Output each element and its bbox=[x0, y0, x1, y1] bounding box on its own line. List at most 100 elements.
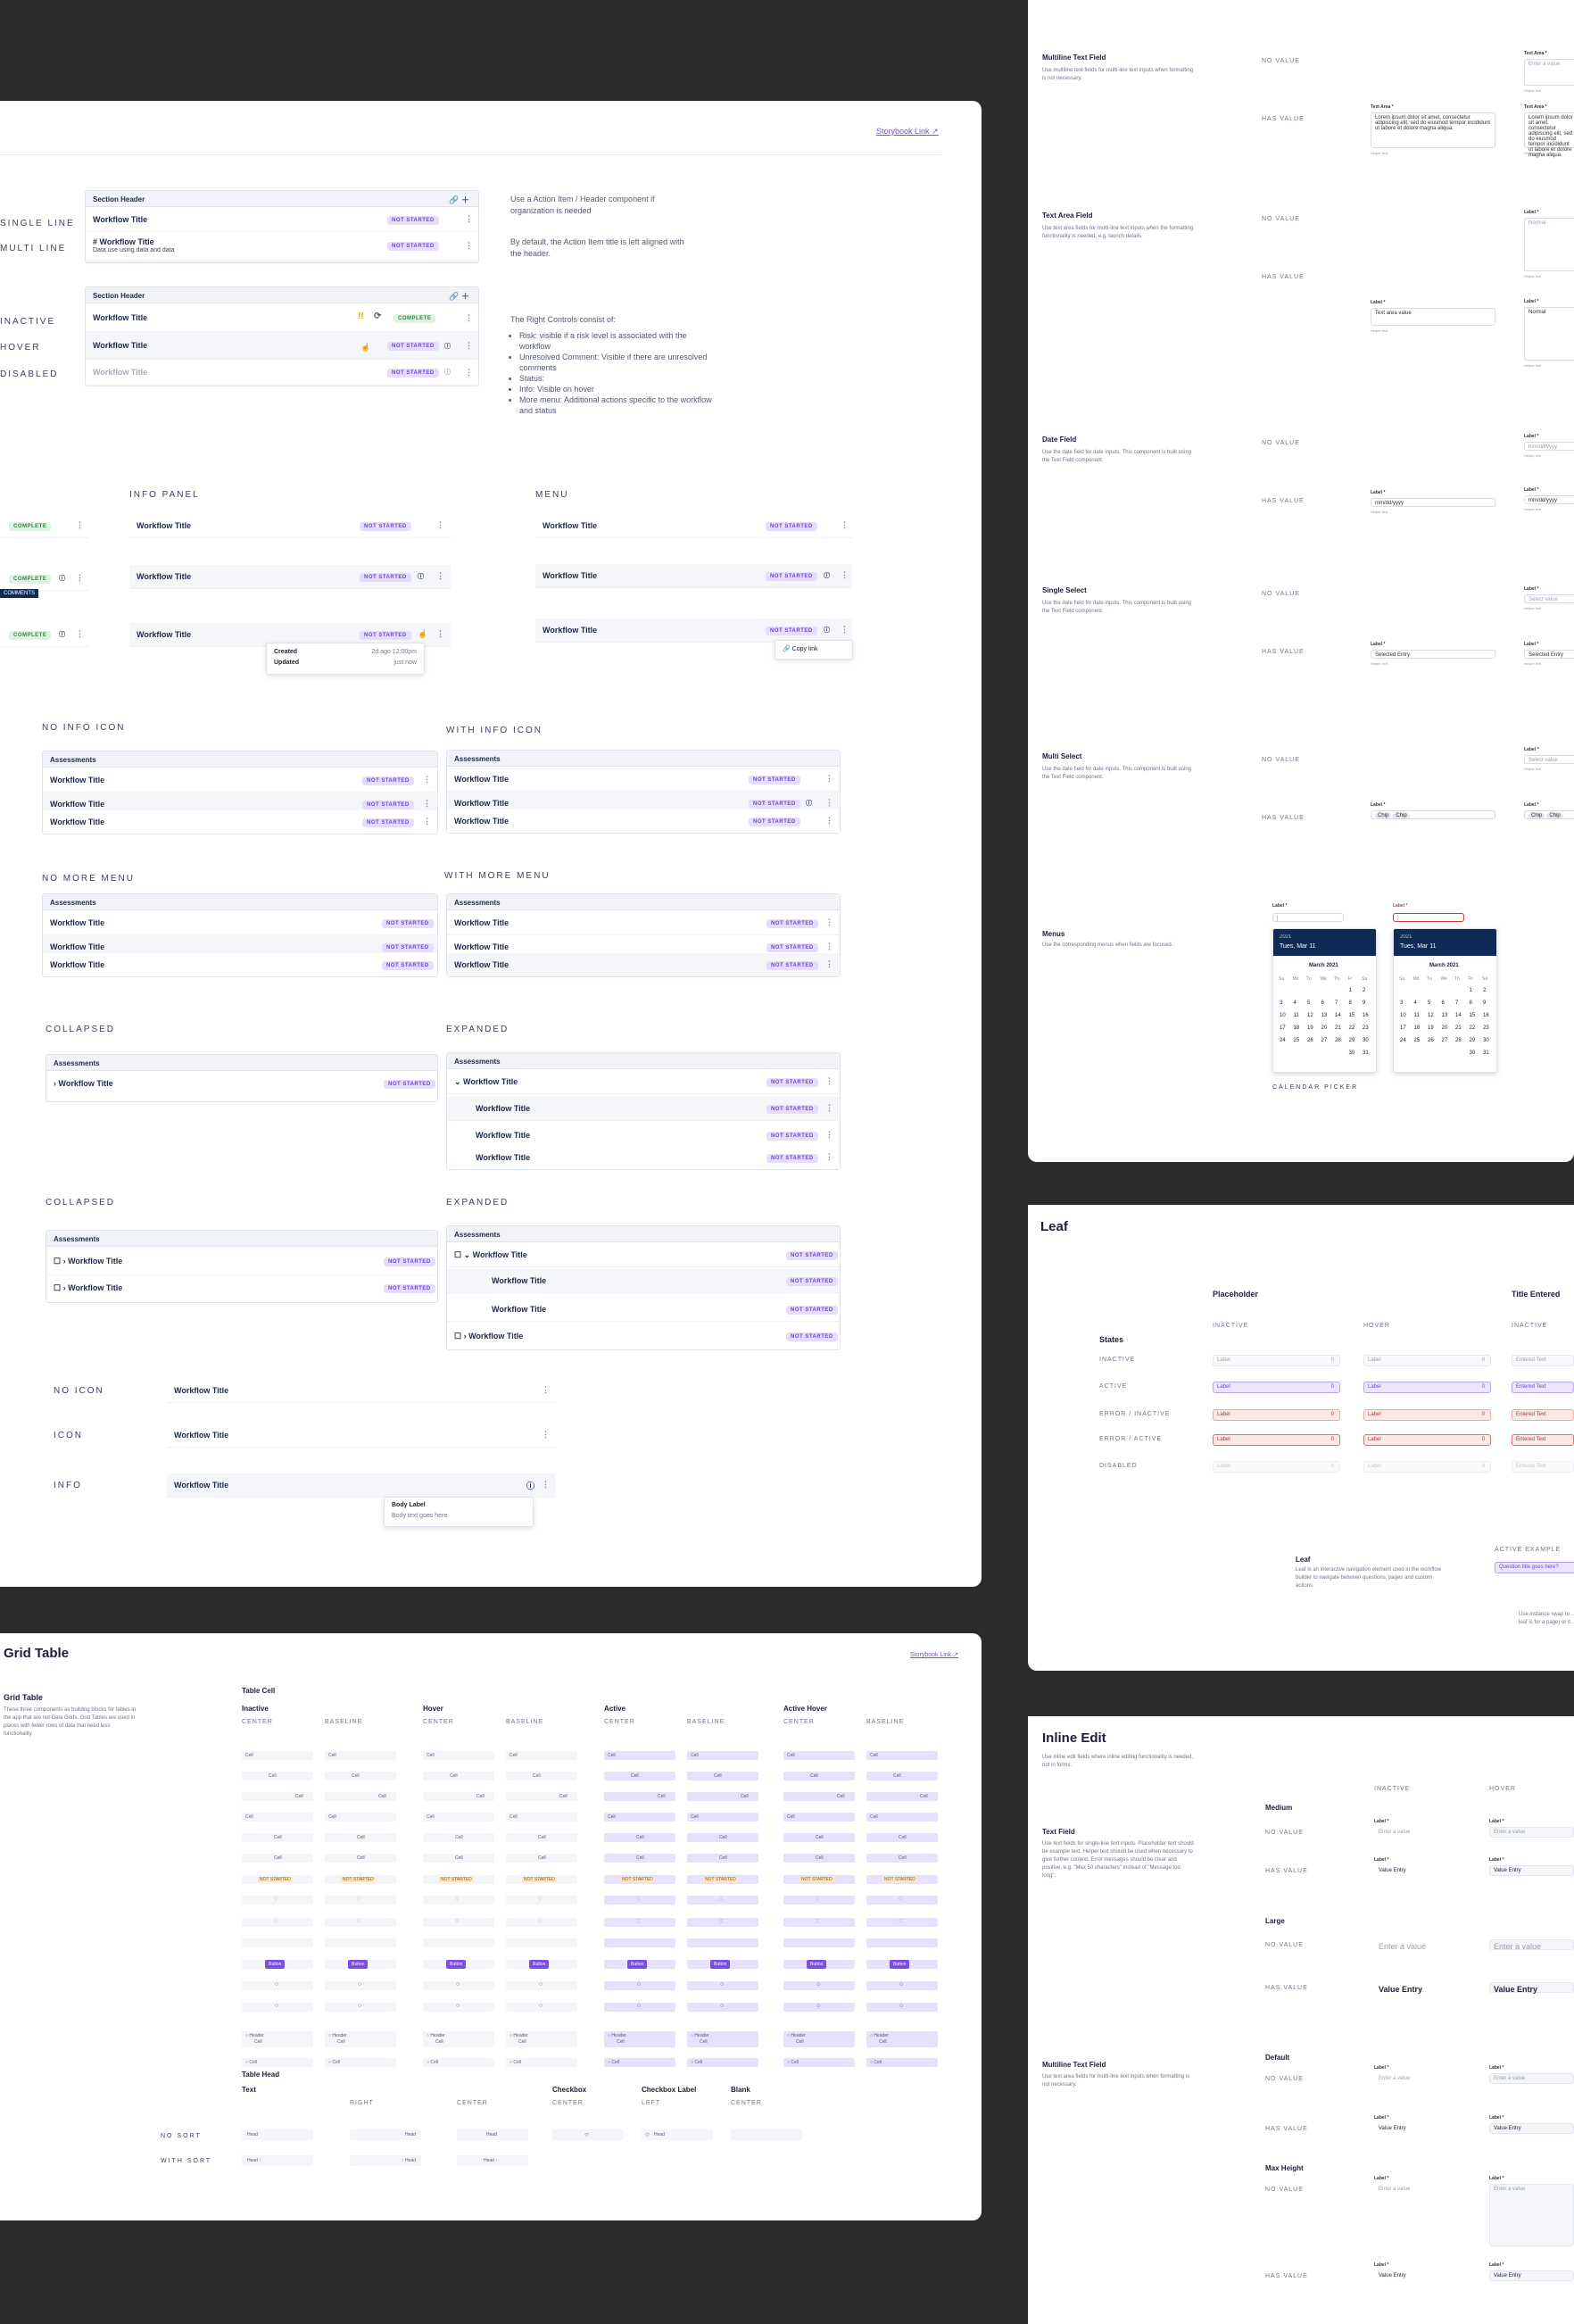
grid-cell[interactable]: Cell bbox=[866, 1792, 938, 1801]
grid-button[interactable]: Button bbox=[265, 1960, 286, 1969]
more-icon[interactable]: ⋮ bbox=[465, 241, 473, 250]
grid-cell[interactable]: Cell bbox=[506, 1854, 577, 1863]
grid-cell[interactable] bbox=[604, 1938, 675, 1947]
grid-cell[interactable]: NOT STARTED bbox=[325, 1875, 396, 1884]
grid-cell[interactable]: Cell bbox=[783, 1751, 855, 1760]
more-icon[interactable]: ⋮ bbox=[825, 1076, 833, 1085]
grid-button[interactable]: Button bbox=[446, 1960, 467, 1969]
grid-cell[interactable]: Cell bbox=[506, 1751, 577, 1760]
grid-cell[interactable]: Cell bbox=[604, 1854, 675, 1863]
calendar-day[interactable]: 29 bbox=[1348, 1038, 1355, 1043]
date-field-filled[interactable]: mm/dd/yyyy bbox=[1524, 495, 1574, 504]
calendar-day[interactable]: 22 bbox=[1469, 1025, 1476, 1031]
workflow-row[interactable]: ☐ › Workflow Title NOT STARTED bbox=[46, 1275, 437, 1300]
grid-cell[interactable]: Cell bbox=[866, 1813, 938, 1822]
grid-cell[interactable] bbox=[506, 1938, 577, 1947]
workflow-row-inactive[interactable]: Workflow Title!! ⟳ COMPLETE ⋮ bbox=[86, 304, 478, 332]
workflow-row[interactable]: Workflow Title NOT STARTED ⋮ bbox=[447, 1097, 840, 1121]
calendar-day[interactable]: 12 bbox=[1428, 1013, 1434, 1018]
grid-cell[interactable]: Cell bbox=[423, 1792, 494, 1801]
grid-cell[interactable]: Cell bbox=[242, 1772, 313, 1780]
calendar-day[interactable]: 9 bbox=[1483, 1000, 1487, 1006]
inline-edit-field[interactable]: Value Entry bbox=[1374, 2270, 1472, 2281]
more-icon[interactable]: ⋮ bbox=[542, 1385, 550, 1394]
grid-cell[interactable]: ◌ bbox=[325, 1896, 396, 1905]
workflow-row[interactable]: Workflow Title NOT STARTED ⋮ bbox=[447, 1124, 840, 1148]
checkbox-icon[interactable]: ○ bbox=[358, 1981, 362, 1988]
calendar-day[interactable]: 19 bbox=[1307, 1025, 1313, 1031]
grid-cell[interactable]: ○ bbox=[783, 2003, 855, 2012]
more-icon[interactable]: ⋮ bbox=[841, 625, 849, 634]
calendar-day[interactable]: 14 bbox=[1455, 1013, 1462, 1018]
calendar-day[interactable]: 27 bbox=[1441, 1038, 1448, 1043]
multi-select-filled[interactable]: Chip Chip bbox=[1524, 810, 1574, 819]
radio-icon[interactable]: ○ bbox=[608, 2033, 612, 2038]
more-icon[interactable]: ⋮ bbox=[825, 942, 833, 950]
radio-icon[interactable]: ○ bbox=[787, 2033, 791, 2038]
leaf-active-example[interactable]: Question title goes here? bbox=[1495, 1562, 1574, 1573]
calendar-day[interactable]: 11 bbox=[1293, 1013, 1299, 1018]
radio-icon[interactable]: ○ bbox=[245, 2060, 250, 2065]
radio-icon[interactable]: ○ bbox=[509, 2060, 514, 2065]
more-icon[interactable]: ⋮ bbox=[76, 573, 84, 582]
calendar-day[interactable]: 18 bbox=[1413, 1025, 1421, 1031]
calendar-day[interactable]: 30 bbox=[1363, 1038, 1369, 1043]
text-area-field[interactable]: Text area value bbox=[1371, 308, 1495, 326]
inline-edit-field[interactable]: Enter a value bbox=[1489, 2184, 1574, 2246]
inline-edit-field[interactable]: Enter a value bbox=[1374, 1827, 1472, 1838]
calendar-day[interactable]: 7 bbox=[1455, 1000, 1459, 1006]
grid-cell[interactable]: ○ Header Cell bbox=[866, 2031, 938, 2047]
grid-button[interactable]: Button bbox=[348, 1960, 369, 1969]
grid-cell[interactable]: Cell bbox=[687, 1813, 758, 1822]
grid-cell[interactable]: ○ Cell bbox=[783, 2058, 855, 2067]
more-icon[interactable]: ⋮ bbox=[423, 817, 431, 826]
more-icon[interactable]: ⋮ bbox=[436, 571, 444, 580]
radio-icon[interactable]: ○ bbox=[787, 2060, 791, 2065]
inline-edit-field[interactable]: Value Entry bbox=[1489, 1865, 1574, 1876]
workflow-row[interactable]: Workflow Title NOT STARTED ⋮ bbox=[535, 514, 852, 538]
calendar-day[interactable]: 6 bbox=[1321, 1000, 1324, 1006]
more-icon[interactable]: ⋮ bbox=[825, 959, 833, 968]
workflow-row[interactable]: Workflow Title NOT STARTED ⓘ ⋮ bbox=[129, 565, 451, 589]
grid-cell[interactable] bbox=[423, 1938, 494, 1947]
grid-cell[interactable] bbox=[325, 1938, 396, 1947]
grid-cell[interactable]: ○ Cell bbox=[866, 2058, 938, 2067]
more-icon[interactable]: ⋮ bbox=[423, 775, 431, 784]
workflow-row[interactable]: › Workflow Title NOT STARTED bbox=[46, 1072, 437, 1095]
grid-cell[interactable]: Cell bbox=[783, 1813, 855, 1822]
workflow-row[interactable]: Workflow Title NOT STARTED bbox=[447, 1269, 840, 1293]
grid-cell[interactable]: ○ Header Cell bbox=[506, 2031, 577, 2047]
grid-cell[interactable]: ○ Header Cell bbox=[325, 2031, 396, 2047]
grid-cell[interactable]: Cell bbox=[506, 1813, 577, 1822]
link-icon[interactable]: 🔗 ＋ bbox=[449, 195, 469, 204]
head-checkbox-label-cell[interactable]: ○ Head bbox=[642, 2129, 713, 2140]
grid-cell[interactable]: ○ bbox=[604, 1981, 675, 1990]
grid-cell[interactable]: ○ Header Cell bbox=[687, 2031, 758, 2047]
grid-cell[interactable]: Cell bbox=[242, 1813, 313, 1822]
grid-cell[interactable] bbox=[242, 1938, 313, 1947]
grid-cell[interactable]: Cell bbox=[783, 1772, 855, 1780]
more-icon[interactable]: ⋮ bbox=[542, 1480, 550, 1489]
calendar-day[interactable]: 6 bbox=[1441, 1000, 1445, 1006]
workflow-row-partial[interactable]: COMPLETE ⋮ bbox=[0, 514, 89, 538]
grid-cell[interactable]: Cell bbox=[604, 1813, 675, 1822]
grid-cell[interactable]: ◌ bbox=[866, 1896, 938, 1905]
radio-icon[interactable]: ○ bbox=[509, 2033, 514, 2038]
workflow-row-partial[interactable]: COMPLETE ⓘ ⋮ bbox=[0, 623, 89, 647]
leaf-field[interactable]: Label 0 bbox=[1213, 1382, 1340, 1393]
more-icon[interactable]: ⋮ bbox=[423, 799, 431, 808]
grid-cell[interactable]: ◌ bbox=[687, 1896, 758, 1905]
checkbox-icon[interactable]: ○ bbox=[539, 1981, 543, 1988]
calendar-day[interactable]: 25 bbox=[1293, 1038, 1300, 1043]
grid-cell[interactable]: ○ bbox=[325, 2003, 396, 2012]
calendar-day[interactable]: 17 bbox=[1400, 1025, 1406, 1031]
grid-cell[interactable]: ○ bbox=[687, 2003, 758, 2012]
calendar-picker[interactable]: 2021 Tues, Mar 11 March 2021 Su Mo Tu We Th Fr Sa… bbox=[1272, 928, 1377, 1073]
grid-cell[interactable]: Cell bbox=[506, 1772, 577, 1780]
calendar-day[interactable]: 23 bbox=[1483, 1025, 1489, 1031]
grid-cell[interactable]: Button bbox=[866, 1960, 938, 1969]
head-cell[interactable]: Head bbox=[242, 2129, 313, 2140]
grid-cell[interactable]: ○ bbox=[325, 1981, 396, 1990]
calendar-day[interactable]: 2 bbox=[1363, 988, 1366, 993]
workflow-row[interactable]: ☐ › Workflow Title NOT STARTED bbox=[46, 1248, 437, 1275]
